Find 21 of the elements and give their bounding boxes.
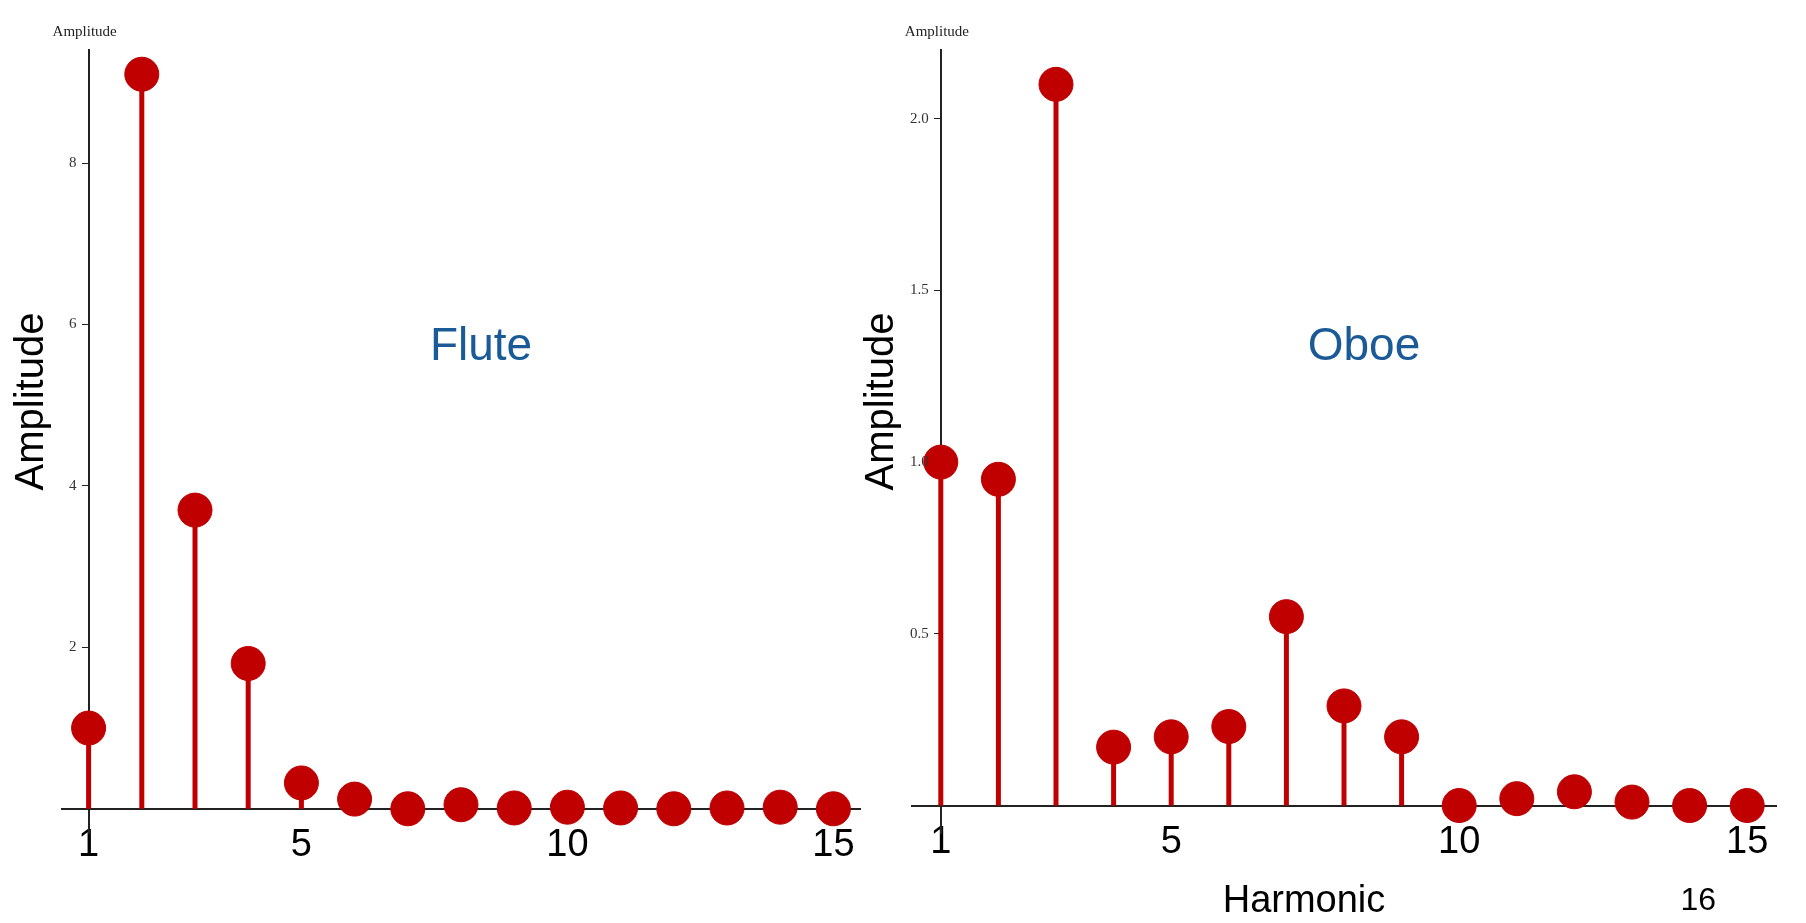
- y-tick-label: 2: [69, 638, 77, 655]
- text: Amplitude: [52, 23, 118, 40]
- y-tick-label: 4: [69, 476, 78, 493]
- x-tick-label: 5: [1160, 818, 1182, 861]
- text: Oboe: [1307, 318, 1421, 371]
- x-tick-label: 15: [812, 822, 855, 865]
- y-tick-label: 2.0: [910, 109, 929, 126]
- x-tick-label: 15: [1726, 818, 1769, 861]
- y-tick-label: 0.5: [910, 624, 929, 641]
- x-tick-label: 10: [546, 822, 589, 865]
- y-axis-title: Amplitude: [7, 312, 52, 491]
- x-tick-label: 5: [290, 822, 312, 865]
- y-tick-label: 8: [69, 153, 77, 170]
- y-axis-title: Amplitude: [857, 312, 902, 491]
- y-tick-label: 1.5: [910, 281, 929, 298]
- text: Amplitude: [904, 23, 970, 40]
- text: Flute: [429, 318, 533, 371]
- y-tick-label: 6: [69, 315, 78, 332]
- text: 16: [1680, 880, 1716, 917]
- x-tick-label: 10: [1438, 818, 1481, 861]
- x-axis-title: Harmonic: [1222, 878, 1386, 921]
